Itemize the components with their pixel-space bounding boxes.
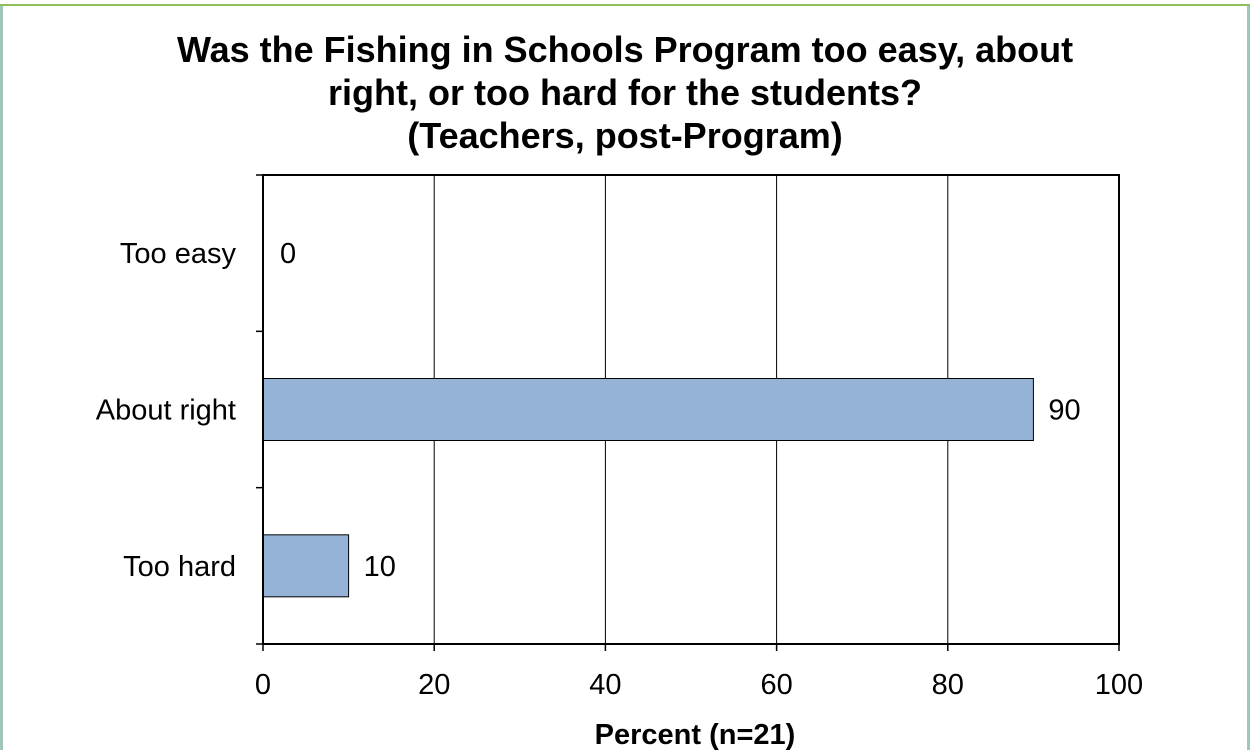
- right-border: [1247, 6, 1250, 750]
- category-label-0: Too easy: [120, 238, 237, 270]
- x-tick-label-4: 80: [932, 669, 964, 701]
- bar-1: [262, 378, 1034, 441]
- data-label-2: 10: [364, 551, 396, 583]
- x-tick-label-2: 40: [589, 669, 621, 701]
- chart-title-line-2: right, or too hard for the students?: [328, 72, 922, 113]
- x-tick-label-1: 20: [418, 669, 450, 701]
- plot-border: [262, 174, 1120, 645]
- x-tick-label-3: 60: [760, 669, 792, 701]
- category-label-1: About right: [96, 395, 236, 427]
- bar-2: [262, 534, 350, 598]
- data-label-0: 0: [280, 238, 296, 270]
- chart-title-line-3: (Teachers, post-Program): [407, 115, 843, 156]
- left-border: [0, 6, 3, 750]
- x-axis-label: Percent (n=21): [595, 719, 796, 750]
- category-label-2: Too hard: [123, 551, 236, 583]
- x-tick-label-0: 0: [255, 669, 271, 701]
- data-label-1: 90: [1048, 395, 1080, 427]
- x-tick-label-5: 100: [1095, 669, 1143, 701]
- top-bar: [0, 0, 1250, 6]
- chart-title-line-1: Was the Fishing in Schools Program too e…: [176, 29, 1074, 70]
